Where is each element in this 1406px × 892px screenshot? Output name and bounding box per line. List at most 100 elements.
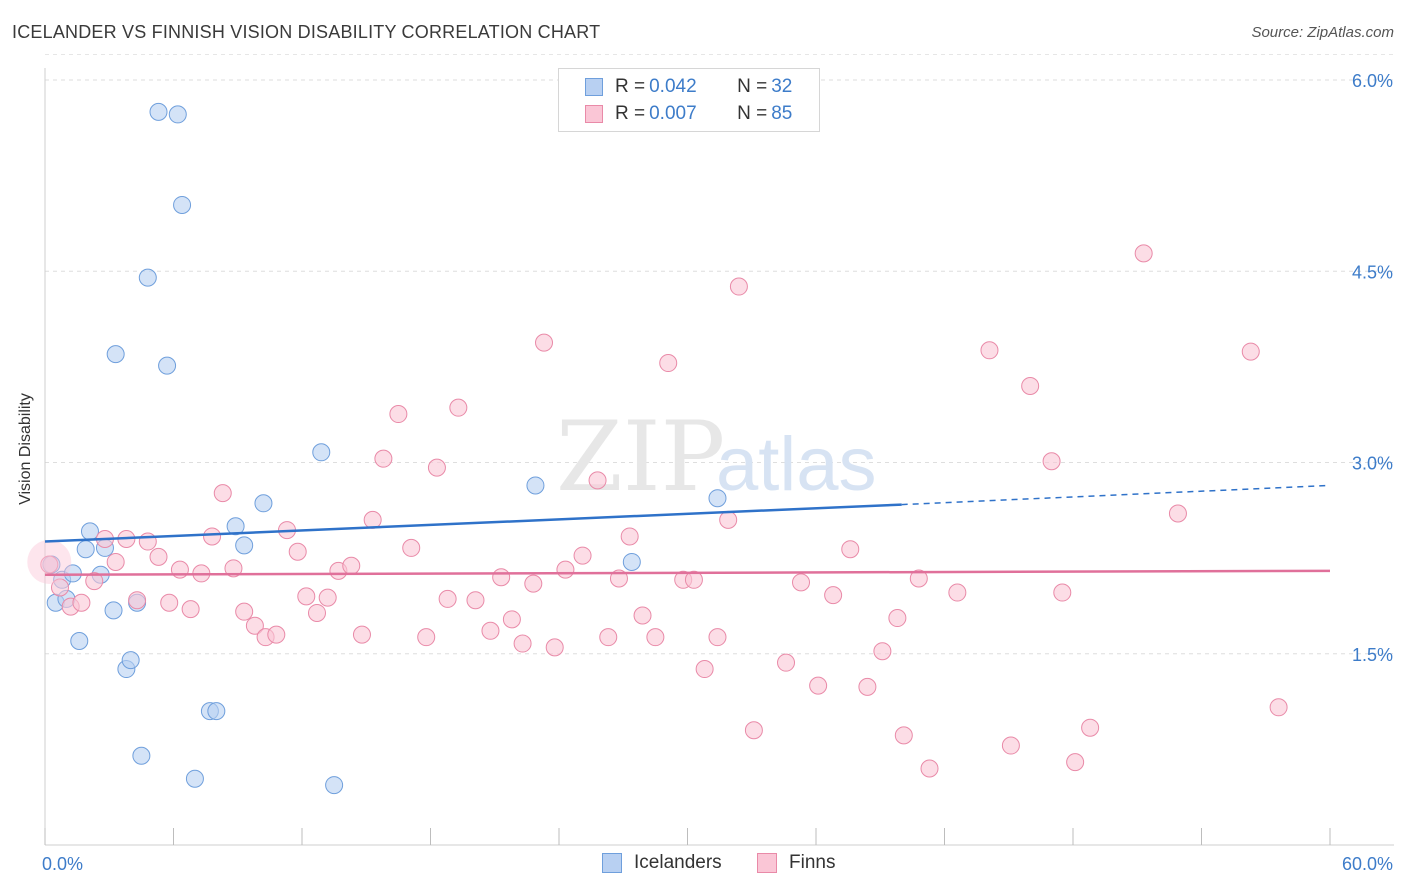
icelanders-swatch	[585, 78, 603, 96]
finns-point-cluster	[27, 539, 72, 584]
x-tick-label-max: 60.0%	[1342, 854, 1393, 874]
finns-point	[492, 568, 511, 587]
finns-legend-label: Finns	[789, 852, 836, 873]
icelanders-point	[76, 540, 95, 559]
finns-point	[427, 458, 446, 477]
finns-point	[695, 660, 714, 679]
finns-point	[809, 676, 828, 695]
finns-legend-swatch	[757, 853, 777, 873]
finns-point	[708, 628, 727, 647]
finns-point	[307, 603, 326, 622]
grid	[45, 54, 1394, 655]
finns-point	[402, 538, 421, 557]
finns-point	[556, 560, 575, 579]
finns-point	[620, 527, 639, 546]
finns-point	[417, 628, 436, 647]
finns-point	[719, 510, 738, 529]
finns-point	[1241, 342, 1260, 361]
icelanders-point	[106, 345, 125, 364]
finns-point	[213, 484, 232, 503]
legend-item-finns[interactable]: Finns	[757, 852, 835, 874]
finns-point	[573, 546, 592, 565]
r-label: R =	[615, 103, 646, 124]
finns-point	[824, 586, 843, 605]
axes	[44, 68, 1394, 846]
finns-point	[72, 593, 91, 612]
finns-point	[609, 569, 628, 588]
y-tick-label: 1.5%	[1352, 645, 1393, 665]
finns-point	[203, 527, 222, 546]
tick-labels: 1.5% 3.0% 4.5% 6.0% 0.0% 60.0%	[42, 71, 1393, 874]
finns-point	[297, 587, 316, 606]
finns-point	[288, 542, 307, 561]
finns-point	[40, 555, 59, 574]
trend-lines	[44, 484, 1331, 576]
icelanders-point	[185, 769, 204, 788]
icelanders-point	[622, 552, 641, 571]
icelanders-point	[104, 601, 123, 620]
finns-point	[1081, 718, 1100, 737]
icelanders-point	[138, 268, 157, 287]
finns-point	[792, 573, 811, 592]
finns-point	[224, 559, 243, 578]
legend-row-icelanders: R = 0.042 N = 32	[585, 75, 792, 99]
finns-point	[1021, 377, 1040, 395]
finns-point	[894, 726, 913, 745]
finns-trend-line	[44, 569, 1331, 576]
stats-legend: R = 0.042 N = 32 R = 0.007 N = 85	[558, 68, 820, 132]
data-points	[27, 102, 1288, 795]
finns-point	[245, 616, 264, 635]
finns-point	[588, 471, 607, 490]
finns-point	[1269, 698, 1288, 717]
icelanders-point	[158, 356, 177, 375]
watermark: ZIP atlas	[556, 401, 877, 513]
icelanders-n-value: 32	[771, 76, 793, 97]
icelanders-point	[325, 776, 344, 795]
y-tick-label: 6.0%	[1352, 71, 1393, 91]
icelanders-point	[173, 195, 192, 214]
finns-point	[389, 405, 408, 424]
icelanders-point	[70, 632, 89, 650]
watermark-zip: ZIP	[556, 401, 725, 513]
finns-point	[513, 634, 532, 653]
y-tick-label: 3.0%	[1352, 454, 1393, 474]
icelanders-point	[226, 517, 245, 536]
finns-point	[481, 621, 500, 640]
finns-point	[106, 552, 125, 571]
finns-point	[909, 569, 928, 588]
icelanders-point	[235, 536, 254, 555]
finns-point	[888, 609, 907, 628]
finns-point	[729, 277, 748, 296]
y-tick-label: 4.5%	[1352, 262, 1393, 282]
x-tick-label-min: 0.0%	[42, 854, 83, 874]
finns-point	[438, 589, 457, 608]
icelanders-point	[207, 702, 226, 721]
icelanders-point	[708, 489, 727, 508]
finns-point	[502, 610, 521, 629]
icelanders-point	[132, 746, 151, 765]
icelanders-point	[254, 494, 273, 513]
finns-point	[873, 642, 892, 661]
icelanders-point	[149, 102, 168, 121]
finns-point	[318, 588, 337, 607]
finns-point	[128, 591, 147, 610]
finns-point	[449, 398, 468, 417]
finns-point	[160, 593, 179, 612]
icelanders-legend-label: Icelanders	[634, 852, 722, 873]
finns-point	[267, 625, 286, 644]
finns-point	[744, 721, 763, 740]
finns-point	[1001, 736, 1020, 755]
icelanders-r-value: 0.042	[649, 76, 697, 97]
icelanders-trend-line	[44, 503, 902, 543]
finns-point	[149, 547, 168, 566]
legend-item-icelanders[interactable]: Icelanders	[602, 852, 722, 874]
finns-point	[524, 574, 543, 593]
finns-n-value: 85	[771, 103, 793, 124]
n-label: N =	[737, 76, 768, 97]
legend-row-finns: R = 0.007 N = 85	[585, 102, 792, 126]
finns-point	[841, 540, 860, 559]
chart-source: Source: ZipAtlas.com	[1251, 24, 1394, 41]
finns-point	[777, 653, 796, 672]
finns-point	[363, 510, 382, 529]
finns-point	[920, 759, 939, 778]
